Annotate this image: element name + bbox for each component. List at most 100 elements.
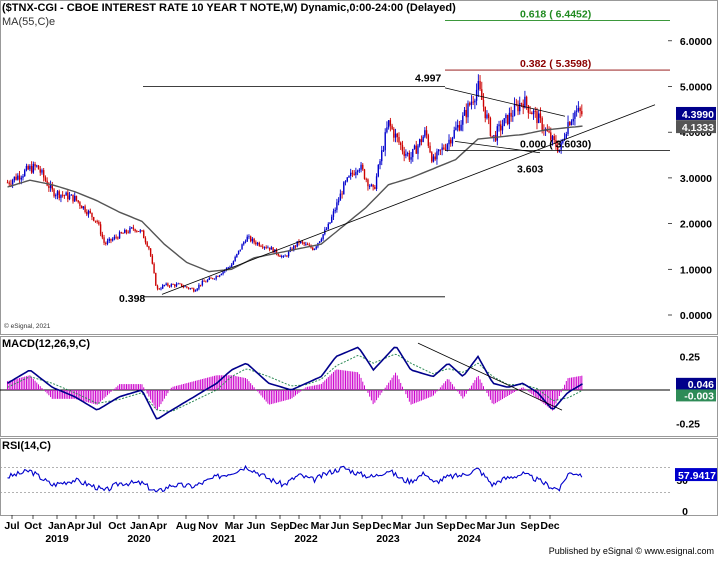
candle-body (260, 245, 262, 247)
candle-body (301, 241, 304, 243)
candle-body (229, 266, 231, 268)
candle-body (68, 195, 71, 200)
price-annotations: 4.997 0.398 3.603 (119, 73, 543, 305)
candle-body (149, 248, 152, 256)
candle-body (448, 139, 450, 145)
candle-body (208, 277, 210, 280)
candle-body (108, 238, 110, 241)
candle-body (396, 133, 398, 138)
candle-body (141, 230, 143, 232)
candle-body (460, 124, 462, 131)
published-footer: Published by eSignal © www.esignal.com (549, 546, 714, 556)
candle-body (222, 271, 224, 274)
candle-body (525, 96, 528, 106)
candle-body (458, 125, 461, 131)
candle-body (17, 175, 19, 180)
candle-body (187, 287, 190, 289)
x-month-label: Jun (331, 520, 350, 532)
candle-body (177, 283, 179, 285)
last-ma-tag (676, 120, 716, 134)
candle-body (337, 200, 340, 203)
high-label: 4.997 (415, 73, 441, 85)
candle-body (8, 182, 10, 184)
candle-body (465, 109, 467, 118)
candle-body (318, 241, 321, 244)
candle-body (234, 256, 236, 262)
candle-body (398, 137, 400, 143)
candle-body (61, 194, 64, 196)
candle-body (500, 124, 502, 131)
candle-body (163, 284, 166, 286)
price-tick-label: 5.0000 (680, 82, 712, 94)
candle-body (312, 247, 314, 250)
candle-body (77, 200, 79, 203)
candle-body (362, 164, 364, 170)
candle-body (25, 165, 28, 171)
candle-body (55, 195, 57, 197)
candle-body (115, 236, 117, 238)
candle-body (267, 247, 269, 249)
candle-body (479, 80, 481, 90)
candle-body (180, 283, 183, 287)
candle-body (167, 283, 169, 286)
x-month-label: Dec (456, 520, 475, 532)
candle-body (562, 139, 564, 143)
candle-body (281, 256, 283, 257)
candle-body (18, 175, 21, 180)
candle-body (436, 151, 438, 160)
candle-body (386, 127, 388, 133)
rsi-plot (0, 464, 670, 493)
price-tick-label: 1.0000 (680, 264, 712, 276)
candle-body (193, 288, 195, 292)
candle-body (111, 238, 114, 241)
candle-body (170, 284, 173, 287)
x-year-label: 2023 (376, 533, 400, 545)
candle-body (96, 220, 98, 222)
candle-body (363, 169, 366, 179)
x-month-label: Jun (247, 520, 266, 532)
panel-frames (0, 0, 718, 516)
candle-body (306, 243, 309, 246)
candle-body (263, 246, 266, 248)
candle-body (565, 134, 568, 139)
x-month-label: Jan (130, 520, 148, 532)
candle-body (372, 184, 374, 187)
x-year-label: 2019 (45, 533, 69, 545)
candle-body (517, 104, 519, 112)
candle-body (98, 221, 100, 225)
candle-body (496, 126, 499, 141)
candle-body (37, 165, 40, 170)
rsi-pane-frame (0, 438, 718, 516)
candle-body (220, 273, 223, 276)
candle-body (249, 236, 252, 242)
macd-value: 0.046 (688, 379, 714, 391)
macd-tick-label: -0.25 (676, 419, 700, 431)
rising-support-line (161, 104, 656, 295)
fib-382-label: 0.382 ( 5.3598) (520, 58, 591, 70)
candle-body (441, 147, 443, 150)
candle-body (536, 111, 538, 124)
rsi-title: RSI(14,C) (2, 440, 51, 452)
candle-body (577, 108, 580, 111)
x-month-label: Dec (540, 520, 559, 532)
candle-body (534, 110, 536, 112)
candle-body (86, 211, 88, 215)
x-month-label: Jul (86, 520, 101, 532)
last-price-value: 4.3990 (682, 109, 714, 121)
candle-body (375, 176, 378, 189)
candle-body (427, 135, 430, 146)
candle-body (313, 248, 316, 250)
candle-body (84, 206, 86, 212)
candle-body (241, 244, 243, 250)
candle-body (570, 121, 573, 126)
x-month-label: Jul (4, 520, 19, 532)
candle-body (413, 145, 416, 150)
candle-body (429, 145, 431, 153)
candle-body (262, 246, 264, 248)
candle-body (581, 111, 583, 115)
candle-body (168, 285, 171, 287)
candle-body (463, 109, 466, 116)
candle-body (506, 114, 509, 125)
x-month-label: Mar (393, 520, 412, 532)
